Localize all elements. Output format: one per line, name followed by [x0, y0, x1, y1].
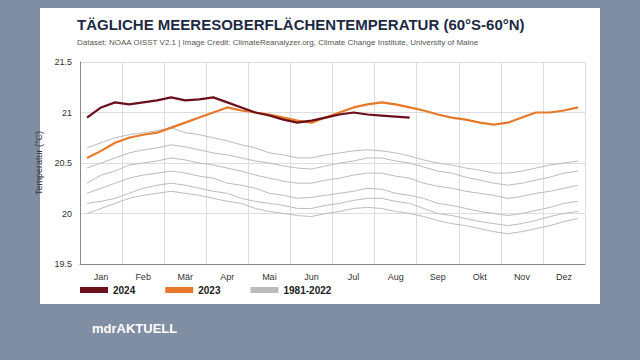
svg-text:Jul: Jul [348, 272, 360, 282]
svg-text:Sep: Sep [430, 272, 446, 282]
svg-text:1981-2022: 1981-2022 [283, 285, 331, 296]
svg-text:20.5: 20.5 [54, 158, 72, 168]
svg-text:TÄGLICHE MEERESOBERFLÄCHENTEMP: TÄGLICHE MEERESOBERFLÄCHENTEMPERATUR (60… [77, 16, 525, 33]
svg-text:2023: 2023 [198, 285, 221, 296]
svg-text:Mär: Mär [177, 272, 193, 282]
svg-text:20: 20 [62, 209, 72, 219]
svg-text:Apr: Apr [220, 272, 234, 282]
svg-text:Nov: Nov [514, 272, 531, 282]
svg-text:Jun: Jun [304, 272, 319, 282]
svg-text:2024: 2024 [113, 285, 136, 296]
svg-text:Temperatur (°C): Temperatur (°C) [34, 131, 44, 195]
svg-text:Okt: Okt [473, 272, 488, 282]
svg-text:21.5: 21.5 [54, 57, 72, 67]
svg-text:Feb: Feb [135, 272, 151, 282]
svg-text:Aug: Aug [388, 272, 404, 282]
svg-text:Dataset: NOAA OISST V2.1 | Ima: Dataset: NOAA OISST V2.1 | Image Credit:… [77, 38, 479, 47]
svg-text:19.5: 19.5 [54, 259, 72, 269]
svg-text:mdrAKTUELL: mdrAKTUELL [92, 321, 177, 336]
svg-text:Dez: Dez [556, 272, 573, 282]
svg-text:Jan: Jan [94, 272, 109, 282]
svg-text:21: 21 [62, 108, 72, 118]
svg-text:Mai: Mai [262, 272, 277, 282]
